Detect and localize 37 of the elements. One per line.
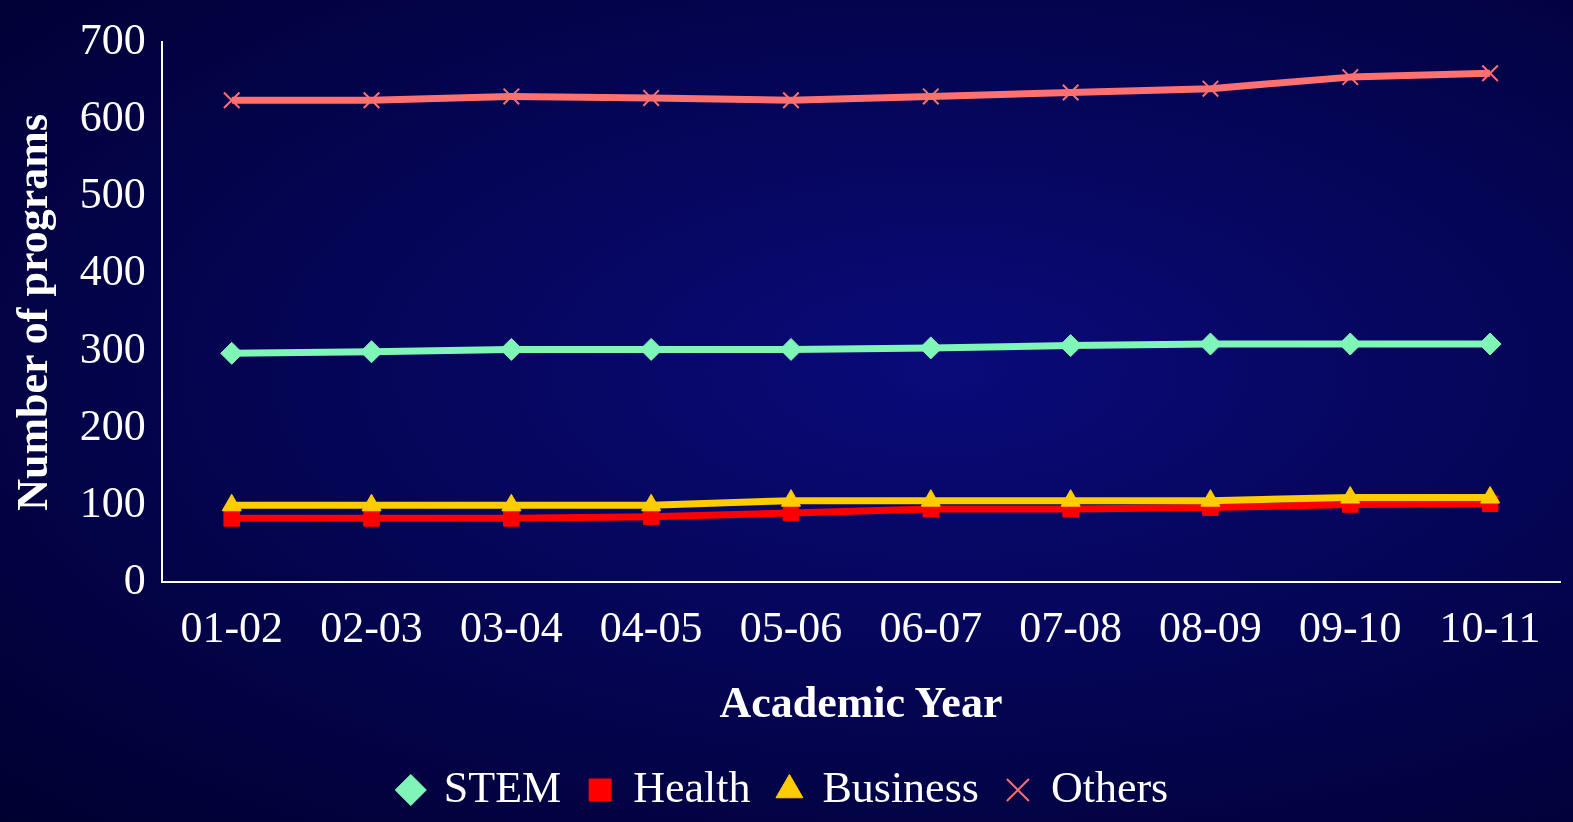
point <box>922 87 940 106</box>
legend-label: Others <box>1050 762 1169 812</box>
legend-label: Business <box>822 762 979 812</box>
legend-label: STEM <box>443 762 562 812</box>
x-axis-title: Academic Year <box>719 677 1003 727</box>
point <box>222 91 241 110</box>
point <box>362 91 381 110</box>
y-tick-label: 0 <box>123 554 146 604</box>
y-tick-label: 600 <box>79 92 146 142</box>
x-tick-label: 07-08 <box>1019 603 1122 653</box>
x-tick-label: 01-02 <box>180 603 284 653</box>
point <box>363 510 380 527</box>
point <box>1201 79 1220 98</box>
point <box>503 510 520 527</box>
x-tick-label: 08-09 <box>1159 603 1262 653</box>
y-tick-label: 100 <box>79 477 146 527</box>
y-tick-label: 300 <box>79 323 146 373</box>
point <box>223 510 240 527</box>
point <box>1061 83 1080 102</box>
x-tick-label: 05-06 <box>739 603 843 653</box>
point <box>1341 68 1360 86</box>
y-tick-label: 200 <box>79 400 146 450</box>
y-tick-label: 700 <box>79 14 146 64</box>
x-tick-label: 02-03 <box>320 603 423 653</box>
point <box>1481 64 1499 83</box>
x-tick-label: 10-11 <box>1439 603 1541 653</box>
point <box>642 89 660 107</box>
point <box>782 91 800 110</box>
y-tick-label: 500 <box>79 169 146 219</box>
y-tick-label: 400 <box>79 246 146 296</box>
point <box>502 87 521 106</box>
x-tick-label: 09-10 <box>1298 603 1402 653</box>
x-tick-label: 03-04 <box>460 603 563 653</box>
y-axis-title: Number of programs <box>7 114 57 511</box>
x-tick-label: 04-05 <box>599 603 703 653</box>
x-tick-label: 06-07 <box>879 603 983 653</box>
legend-label: Health <box>633 762 751 812</box>
